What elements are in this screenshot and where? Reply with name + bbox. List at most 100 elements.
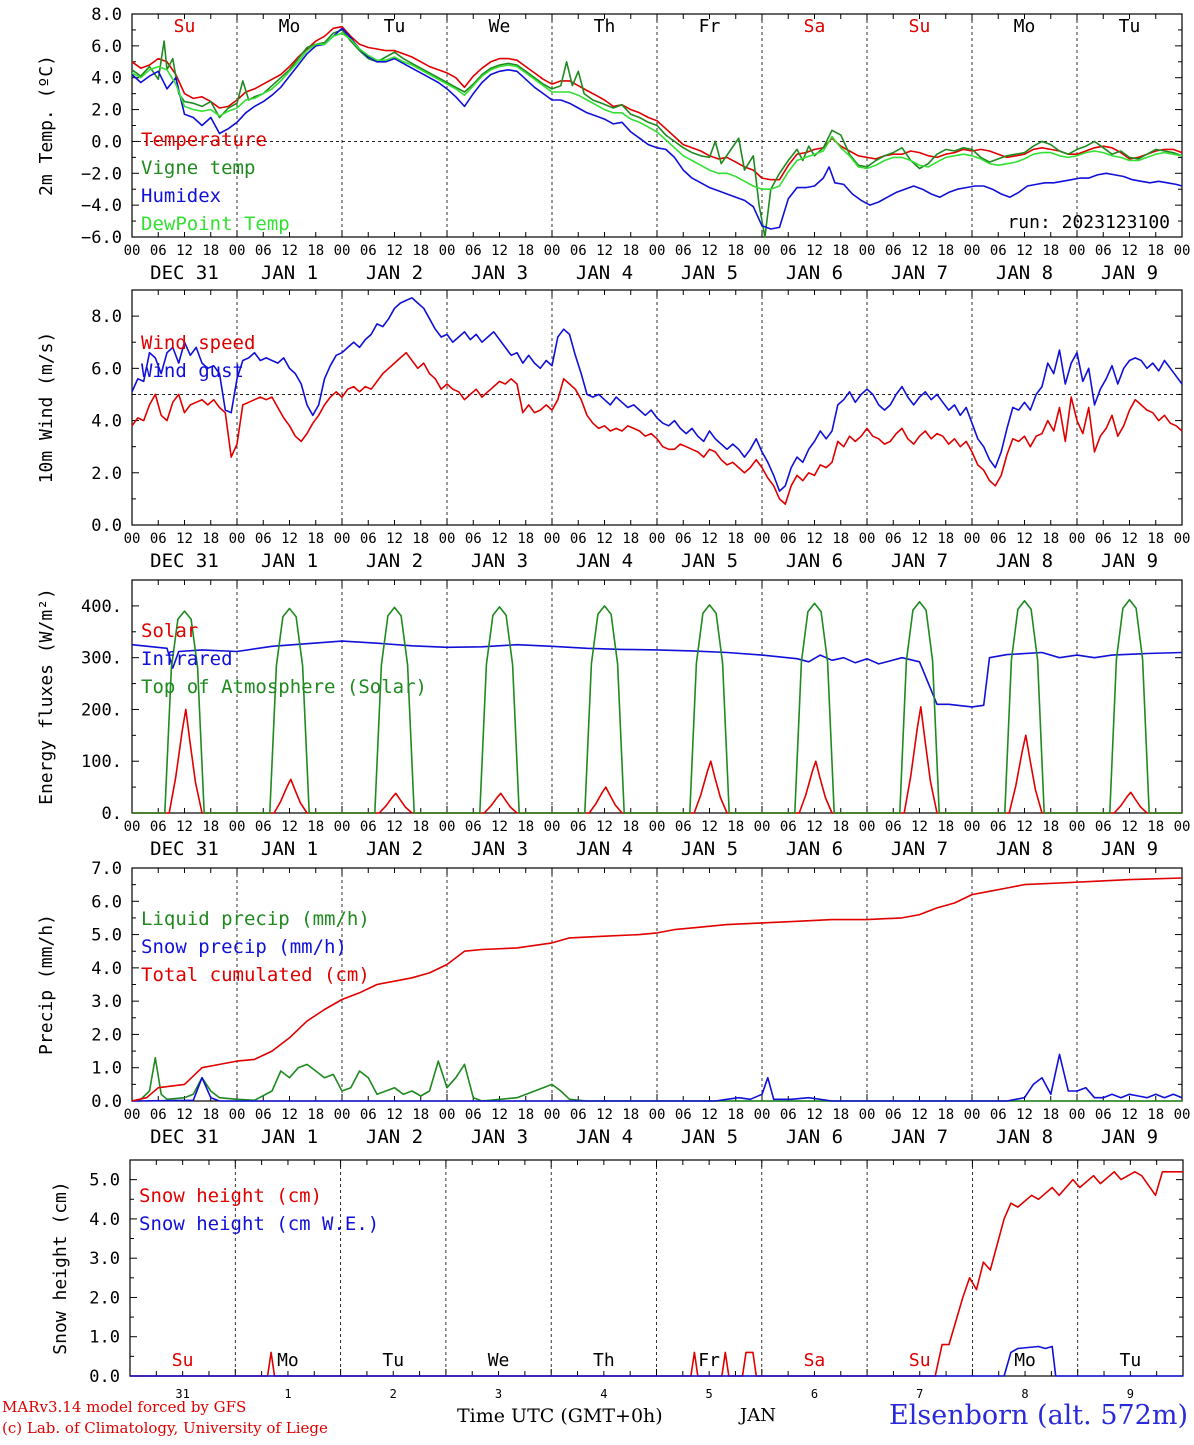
date-label: JAN 6 — [786, 262, 843, 284]
hour-tick-label: 18 — [937, 819, 954, 835]
legend-entry: Solar — [141, 620, 198, 642]
hour-tick-label: 12 — [491, 819, 508, 835]
y-axis-title: Energy fluxes (W/m²) — [36, 588, 57, 805]
hour-tick-label: 12 — [596, 243, 613, 259]
day-number-label: 2 — [390, 1387, 397, 1401]
hour-tick-label: 18 — [832, 243, 849, 259]
hour-tick-label: 12 — [911, 1107, 928, 1123]
hour-tick-label: 12 — [701, 819, 718, 835]
day-number-label: 8 — [1021, 1387, 1028, 1401]
hour-tick-label: 18 — [832, 819, 849, 835]
hour-tick-label: 18 — [622, 531, 639, 547]
hour-tick-label: 06 — [990, 819, 1007, 835]
y-axis-title: Snow height (cm) — [50, 1181, 71, 1354]
day-number-label: 4 — [600, 1387, 607, 1401]
hour-tick-label: 00 — [649, 819, 666, 835]
hour-tick-label: 06 — [1095, 531, 1112, 547]
date-label: JAN 9 — [1101, 262, 1158, 284]
hour-tick-label: 12 — [491, 1107, 508, 1123]
hour-tick-label: 18 — [832, 531, 849, 547]
hour-tick-label: 18 — [1147, 1107, 1164, 1123]
y-tick-label: 400. — [81, 597, 122, 617]
date-label: JAN 3 — [471, 262, 528, 284]
hour-tick-label: 00 — [544, 531, 561, 547]
legend-entry: Wind gust — [141, 360, 244, 382]
weekday-label: Su — [909, 1350, 931, 1371]
y-tick-label: 2.0 — [91, 101, 122, 121]
series-snow-height-cm-w-e- — [130, 1345, 1183, 1377]
hour-tick-label: 12 — [596, 531, 613, 547]
day-number-label: 3 — [495, 1387, 502, 1401]
series-total-cumulated-cm- — [131, 877, 1183, 1102]
weekday-label: Mo — [279, 16, 301, 37]
series-snow-precip-mm-h- — [131, 1053, 1183, 1102]
date-label: DEC 31 — [150, 550, 219, 572]
hour-tick-label: 06 — [570, 243, 587, 259]
date-label: JAN 9 — [1101, 550, 1158, 572]
legend-entry: Humidex — [141, 185, 221, 207]
date-label: JAN 2 — [366, 1126, 423, 1148]
hour-tick-label: 06 — [885, 1107, 902, 1123]
hour-tick-label: 06 — [150, 243, 167, 259]
panel-temp: 8.0 6.0 4.0 2.0 0.0 −2.0 −4.0 −6.0 2m Temp. (ºC)… — [36, 5, 1190, 284]
hour-tick-label: 18 — [412, 531, 429, 547]
hour-tick-label: 06 — [255, 531, 272, 547]
hour-tick-label: 18 — [202, 819, 219, 835]
hour-tick-label: 00 — [439, 819, 456, 835]
hour-tick-label: 00 — [334, 531, 351, 547]
hour-tick-label: 06 — [885, 243, 902, 259]
hour-tick-label: 00 — [334, 819, 351, 835]
legend-entry: Top of Atmosphere (Solar) — [141, 676, 427, 698]
series-humidex — [131, 27, 1183, 230]
hour-tick-label: 00 — [859, 531, 876, 547]
hour-tick-label: 12 — [491, 531, 508, 547]
y-tick-label: 5.0 — [89, 1171, 120, 1191]
hour-tick-label: 06 — [990, 531, 1007, 547]
hour-tick-label: 12 — [806, 531, 823, 547]
day-number-label: 1 — [284, 1387, 291, 1401]
hour-tick-label: 18 — [622, 819, 639, 835]
hour-tick-label: 00 — [229, 1107, 246, 1123]
hour-tick-label: 12 — [911, 243, 928, 259]
hour-tick-label: 06 — [360, 1107, 377, 1123]
hour-tick-label: 06 — [1095, 819, 1112, 835]
date-label: JAN 4 — [576, 550, 633, 572]
legend-entry: Snow precip (mm/h) — [141, 936, 347, 958]
hour-tick-label: 12 — [176, 819, 193, 835]
date-label: JAN 1 — [261, 550, 318, 572]
hour-tick-label: 00 — [1174, 1107, 1191, 1123]
hour-tick-label: 18 — [202, 1107, 219, 1123]
y-axis-title: 2m Temp. (ºC) — [36, 55, 57, 196]
date-label: JAN 1 — [261, 1126, 318, 1148]
y-tick-label: 3.0 — [91, 992, 122, 1012]
series-wind-speed — [131, 351, 1183, 505]
date-label: JAN 7 — [891, 838, 948, 860]
hour-tick-label: 12 — [701, 531, 718, 547]
hour-tick-label: 00 — [1174, 243, 1191, 259]
hour-tick-label: 18 — [307, 243, 324, 259]
hour-tick-label: 18 — [412, 1107, 429, 1123]
hour-tick-label: 00 — [124, 1107, 141, 1123]
hour-tick-label: 18 — [517, 531, 534, 547]
legend-entry: Vigne temp — [141, 157, 255, 179]
hour-tick-label: 12 — [1121, 819, 1138, 835]
date-label: JAN 9 — [1101, 838, 1158, 860]
date-label: DEC 31 — [150, 262, 219, 284]
hour-tick-label: 00 — [859, 243, 876, 259]
date-label: JAN 2 — [366, 262, 423, 284]
hour-tick-label: 00 — [229, 243, 246, 259]
hour-tick-label: 12 — [386, 1107, 403, 1123]
date-label: JAN 8 — [996, 838, 1053, 860]
weekday-label: Tu — [1120, 1350, 1142, 1371]
weekday-label: Tu — [382, 1350, 404, 1371]
hour-tick-label: 12 — [491, 243, 508, 259]
panel-snow: 5.0 4.0 3.0 2.0 1.0 0.0 Snow height (cm) Snow h… — [50, 1159, 1184, 1401]
legend-entry: Infrared — [141, 648, 233, 670]
hour-tick-label: 12 — [701, 1107, 718, 1123]
y-axis-title: 10m Wind (m/s) — [36, 332, 57, 484]
hour-tick-label: 00 — [754, 243, 771, 259]
day-number-label: 5 — [706, 1387, 713, 1401]
hour-tick-label: 00 — [754, 819, 771, 835]
lab-credit: (c) Lab. of Climatology, University of L… — [2, 1419, 328, 1437]
date-label: JAN 6 — [786, 1126, 843, 1148]
